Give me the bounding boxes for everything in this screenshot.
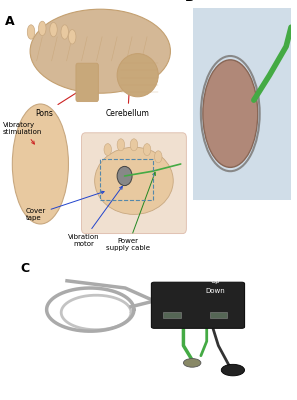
FancyBboxPatch shape: [151, 282, 244, 328]
Ellipse shape: [154, 151, 162, 163]
Text: Vibratory
stimulation: Vibratory stimulation: [3, 122, 42, 144]
Circle shape: [203, 60, 258, 167]
Text: B: B: [185, 0, 195, 4]
Text: Cover
tape: Cover tape: [26, 191, 104, 221]
Ellipse shape: [117, 54, 158, 97]
Text: Up: Up: [211, 278, 220, 284]
Ellipse shape: [130, 139, 138, 151]
Text: C: C: [20, 262, 30, 275]
Text: Down: Down: [206, 288, 225, 294]
Ellipse shape: [39, 21, 46, 36]
Text: Cerebellum: Cerebellum: [106, 79, 150, 118]
Ellipse shape: [143, 144, 151, 156]
Text: Vibration
motor: Vibration motor: [68, 186, 122, 246]
Text: Power
supply cable: Power supply cable: [106, 172, 155, 252]
Ellipse shape: [27, 25, 35, 39]
Bar: [100, 159, 153, 200]
FancyBboxPatch shape: [82, 133, 186, 234]
Ellipse shape: [117, 139, 124, 151]
Circle shape: [221, 364, 244, 376]
Ellipse shape: [61, 25, 68, 39]
Ellipse shape: [30, 9, 170, 93]
Circle shape: [184, 358, 201, 367]
Bar: [210, 312, 227, 318]
Ellipse shape: [50, 22, 57, 37]
Text: A: A: [5, 15, 15, 28]
Text: Pons: Pons: [35, 87, 86, 118]
Ellipse shape: [95, 147, 173, 214]
Circle shape: [117, 166, 132, 186]
Ellipse shape: [12, 104, 69, 224]
Bar: [163, 312, 181, 318]
FancyBboxPatch shape: [76, 63, 98, 102]
Ellipse shape: [104, 144, 111, 156]
Ellipse shape: [68, 30, 76, 44]
